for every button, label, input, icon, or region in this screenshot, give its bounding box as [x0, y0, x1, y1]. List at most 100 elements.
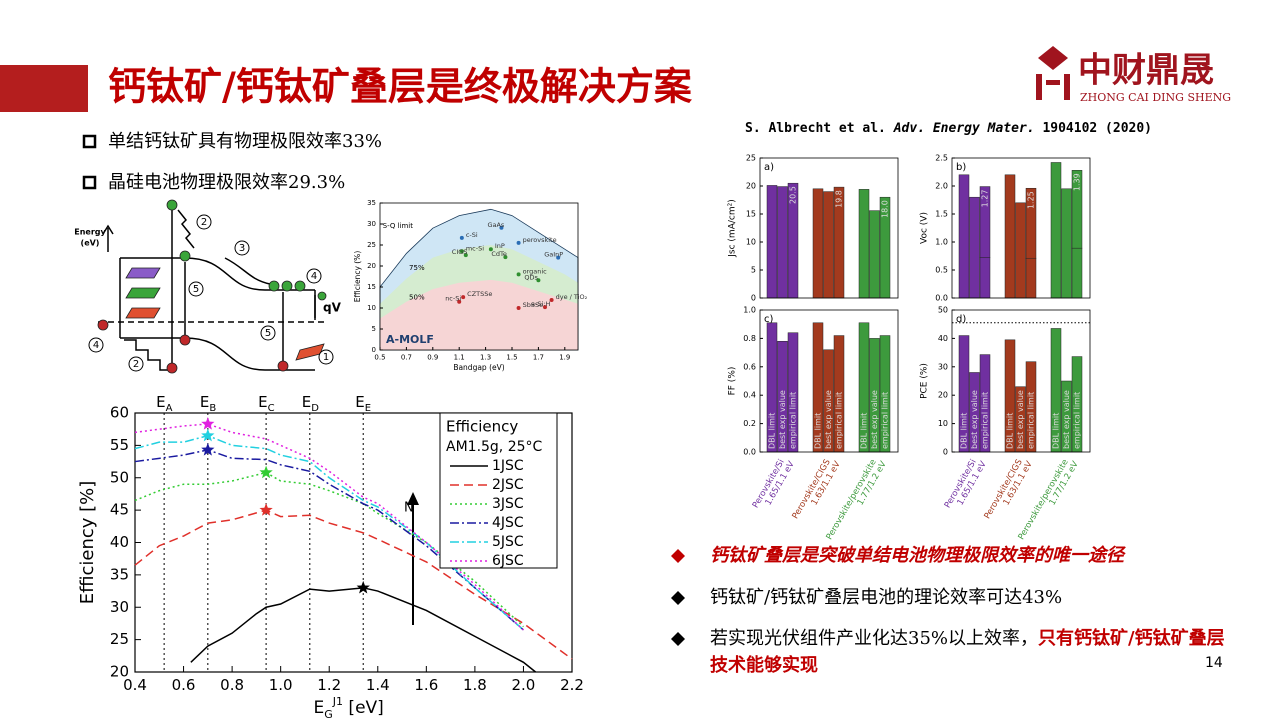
x-tick-label: 1.4: [366, 676, 390, 694]
hole: [166, 362, 178, 374]
y-tick-label: 25: [746, 154, 756, 163]
panel-label: b): [956, 162, 966, 173]
legend-label: 6JSC: [492, 553, 524, 569]
reference-label-part: B: [209, 403, 216, 414]
relaxation-path: [177, 209, 195, 249]
bullet-diamond: [671, 549, 685, 563]
x-axis-label: Bandgap (eV): [453, 363, 504, 372]
hole: [179, 334, 191, 346]
electron: [317, 291, 327, 301]
x-tick-label: 2.0: [512, 676, 536, 694]
cell-point: [503, 255, 508, 260]
panel-label: a): [764, 162, 774, 173]
cell-point: [516, 306, 521, 310]
legend-label: 1JSC: [492, 458, 524, 474]
cell-label: mc-Si: [466, 244, 484, 252]
electron: [281, 280, 293, 292]
y-tick-label: 45: [110, 501, 129, 519]
cell-label: a-Si:H: [531, 300, 550, 308]
y-tick-label: 40: [938, 334, 948, 343]
series-name: empirical limit: [881, 392, 890, 449]
peak-star: [259, 465, 273, 479]
series-line: [190, 587, 537, 673]
y-tick-label: 20: [746, 182, 756, 191]
bullet-square: [82, 134, 97, 149]
y-tick-label: 1.0: [935, 238, 948, 247]
bullet-text: 若实现光伏组件产业化达35%以上效率，只有钙钛矿/钙钛矿叠层技术能够实现: [710, 625, 1230, 679]
x-axis-label-part: [eV]: [343, 698, 384, 718]
electron: [294, 280, 306, 292]
bar: [1071, 170, 1083, 249]
photon-icon: [125, 287, 161, 299]
plot-frame: [951, 309, 1091, 453]
y-tick-label: 0.6: [743, 362, 756, 371]
y-tick-label: 35: [367, 199, 376, 207]
series-name: DBL limit: [1006, 413, 1015, 449]
step-badge: [318, 349, 334, 365]
energy-label: Energy: [74, 228, 106, 237]
energy-unit: (eV): [81, 239, 100, 248]
reference-label: EA: [156, 393, 172, 414]
step-badge: [260, 325, 276, 341]
cell-label: c-Si: [466, 231, 478, 239]
bullet-text: 晶硅电池物理极限效率29.3%: [108, 172, 345, 193]
y-tick-label: 25: [110, 630, 129, 648]
x-tick-label: 1.8: [463, 676, 487, 694]
logo-text: 中财鼎晟: [1078, 51, 1214, 91]
cell-label: CZTSSe: [467, 290, 492, 298]
transport-arrow: [224, 257, 271, 285]
x-tick-label: 0.6: [172, 676, 196, 694]
legend-subtitle: AM1.5g, 25°C: [446, 439, 543, 455]
series-name: best exp value: [970, 390, 979, 449]
y-tick-label: 30: [938, 362, 948, 371]
y-tick-label: 0: [943, 448, 948, 457]
step-badge: [128, 356, 144, 372]
y-tick-label: 5: [751, 266, 756, 275]
y-axis-label: Efficiency (%): [353, 251, 362, 303]
y-tick-label: 20: [938, 391, 948, 400]
y-tick-label: 0.8: [743, 334, 756, 343]
y-tick-label: 30: [110, 598, 129, 616]
series-name: DBL limit: [814, 413, 823, 449]
panel-label: d): [956, 314, 966, 325]
x-tick-label: 1.0: [269, 676, 293, 694]
series-name: best exp value: [824, 390, 833, 449]
electron: [166, 199, 178, 211]
step-number: 1: [323, 352, 329, 363]
series-line: [134, 471, 524, 628]
cell-label: nc-Si: [445, 295, 461, 303]
logo-icon: [1046, 80, 1060, 85]
reference-label-part: E: [156, 393, 165, 411]
series-name: DBL limit: [960, 413, 969, 449]
y-tick-label: 0: [751, 294, 756, 303]
cell-point: [536, 278, 541, 283]
peak-star: [259, 503, 273, 516]
legend-label: 3JSC: [492, 496, 524, 512]
bar: [1061, 188, 1072, 299]
x-tick-label: 0.9: [427, 354, 438, 362]
photon-icon: [125, 307, 161, 319]
bar: [1071, 247, 1083, 299]
cell-label: dye / TiO₂: [556, 293, 588, 301]
bullet-text: 钙钛矿/钙钛矿叠层电池的理论效率可达43%: [710, 584, 1230, 611]
y-tick-label: 0.5: [935, 266, 948, 275]
electron: [179, 250, 191, 262]
arrow-annotation: [407, 492, 419, 625]
bar-value-label: 1.25: [1027, 191, 1036, 209]
annotation: N: [404, 501, 414, 516]
reference-label-part: A: [166, 403, 173, 414]
x-tick-label: 0.4: [123, 676, 147, 694]
bullet-highlight: 只有钙钛矿/钙钛矿叠层技术能够实现: [710, 628, 1225, 676]
series-name: best exp value: [778, 390, 787, 449]
y-tick-label: 1.0: [743, 306, 756, 315]
bar: [1025, 257, 1037, 299]
y-tick-label: 0.0: [743, 448, 756, 457]
cell-label: organic: [523, 267, 548, 275]
relaxation-path: [124, 339, 170, 371]
step-number: 4: [93, 340, 99, 351]
legend-label: 4JSC: [492, 515, 524, 531]
reference-label-part: D: [311, 403, 319, 414]
x-tick-label: 1.3: [480, 354, 491, 362]
hole: [277, 360, 289, 372]
